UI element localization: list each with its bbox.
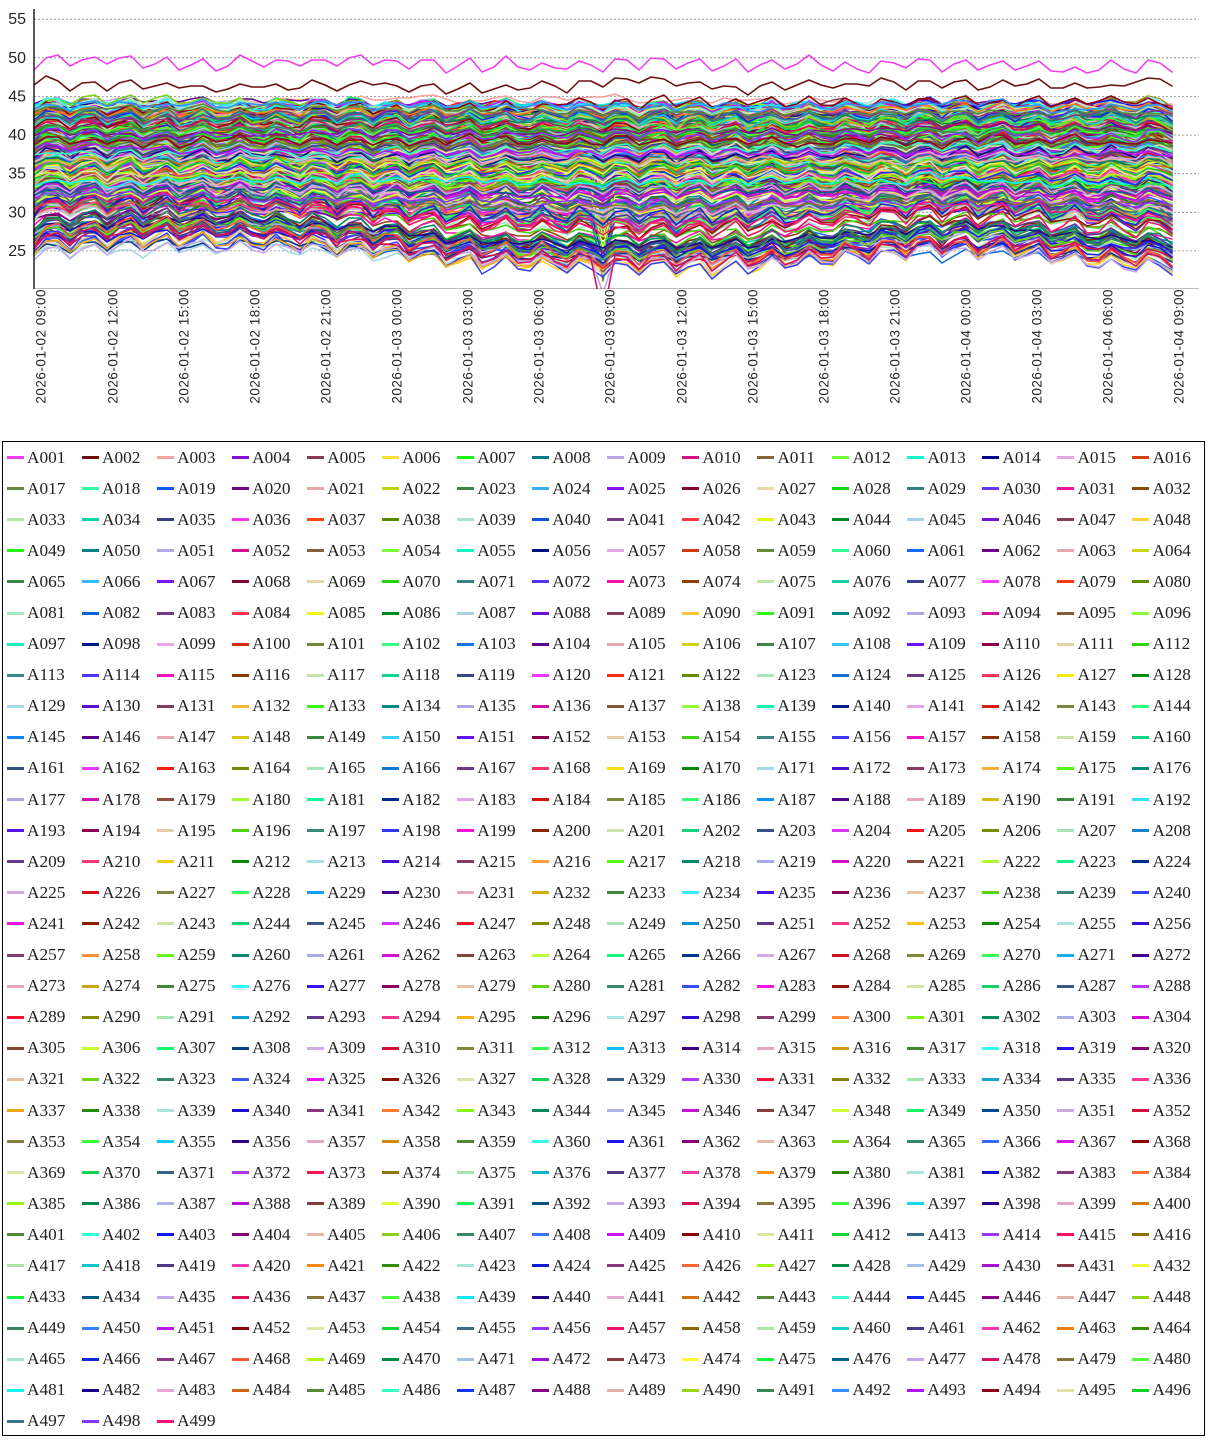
svg-text:35: 35	[8, 166, 26, 183]
svg-text:55: 55	[8, 11, 26, 28]
svg-text:50: 50	[8, 50, 26, 67]
svg-text:40: 40	[8, 127, 26, 144]
svg-text:30: 30	[8, 204, 26, 221]
svg-text:25: 25	[8, 243, 26, 260]
svg-text:45: 45	[8, 88, 26, 105]
